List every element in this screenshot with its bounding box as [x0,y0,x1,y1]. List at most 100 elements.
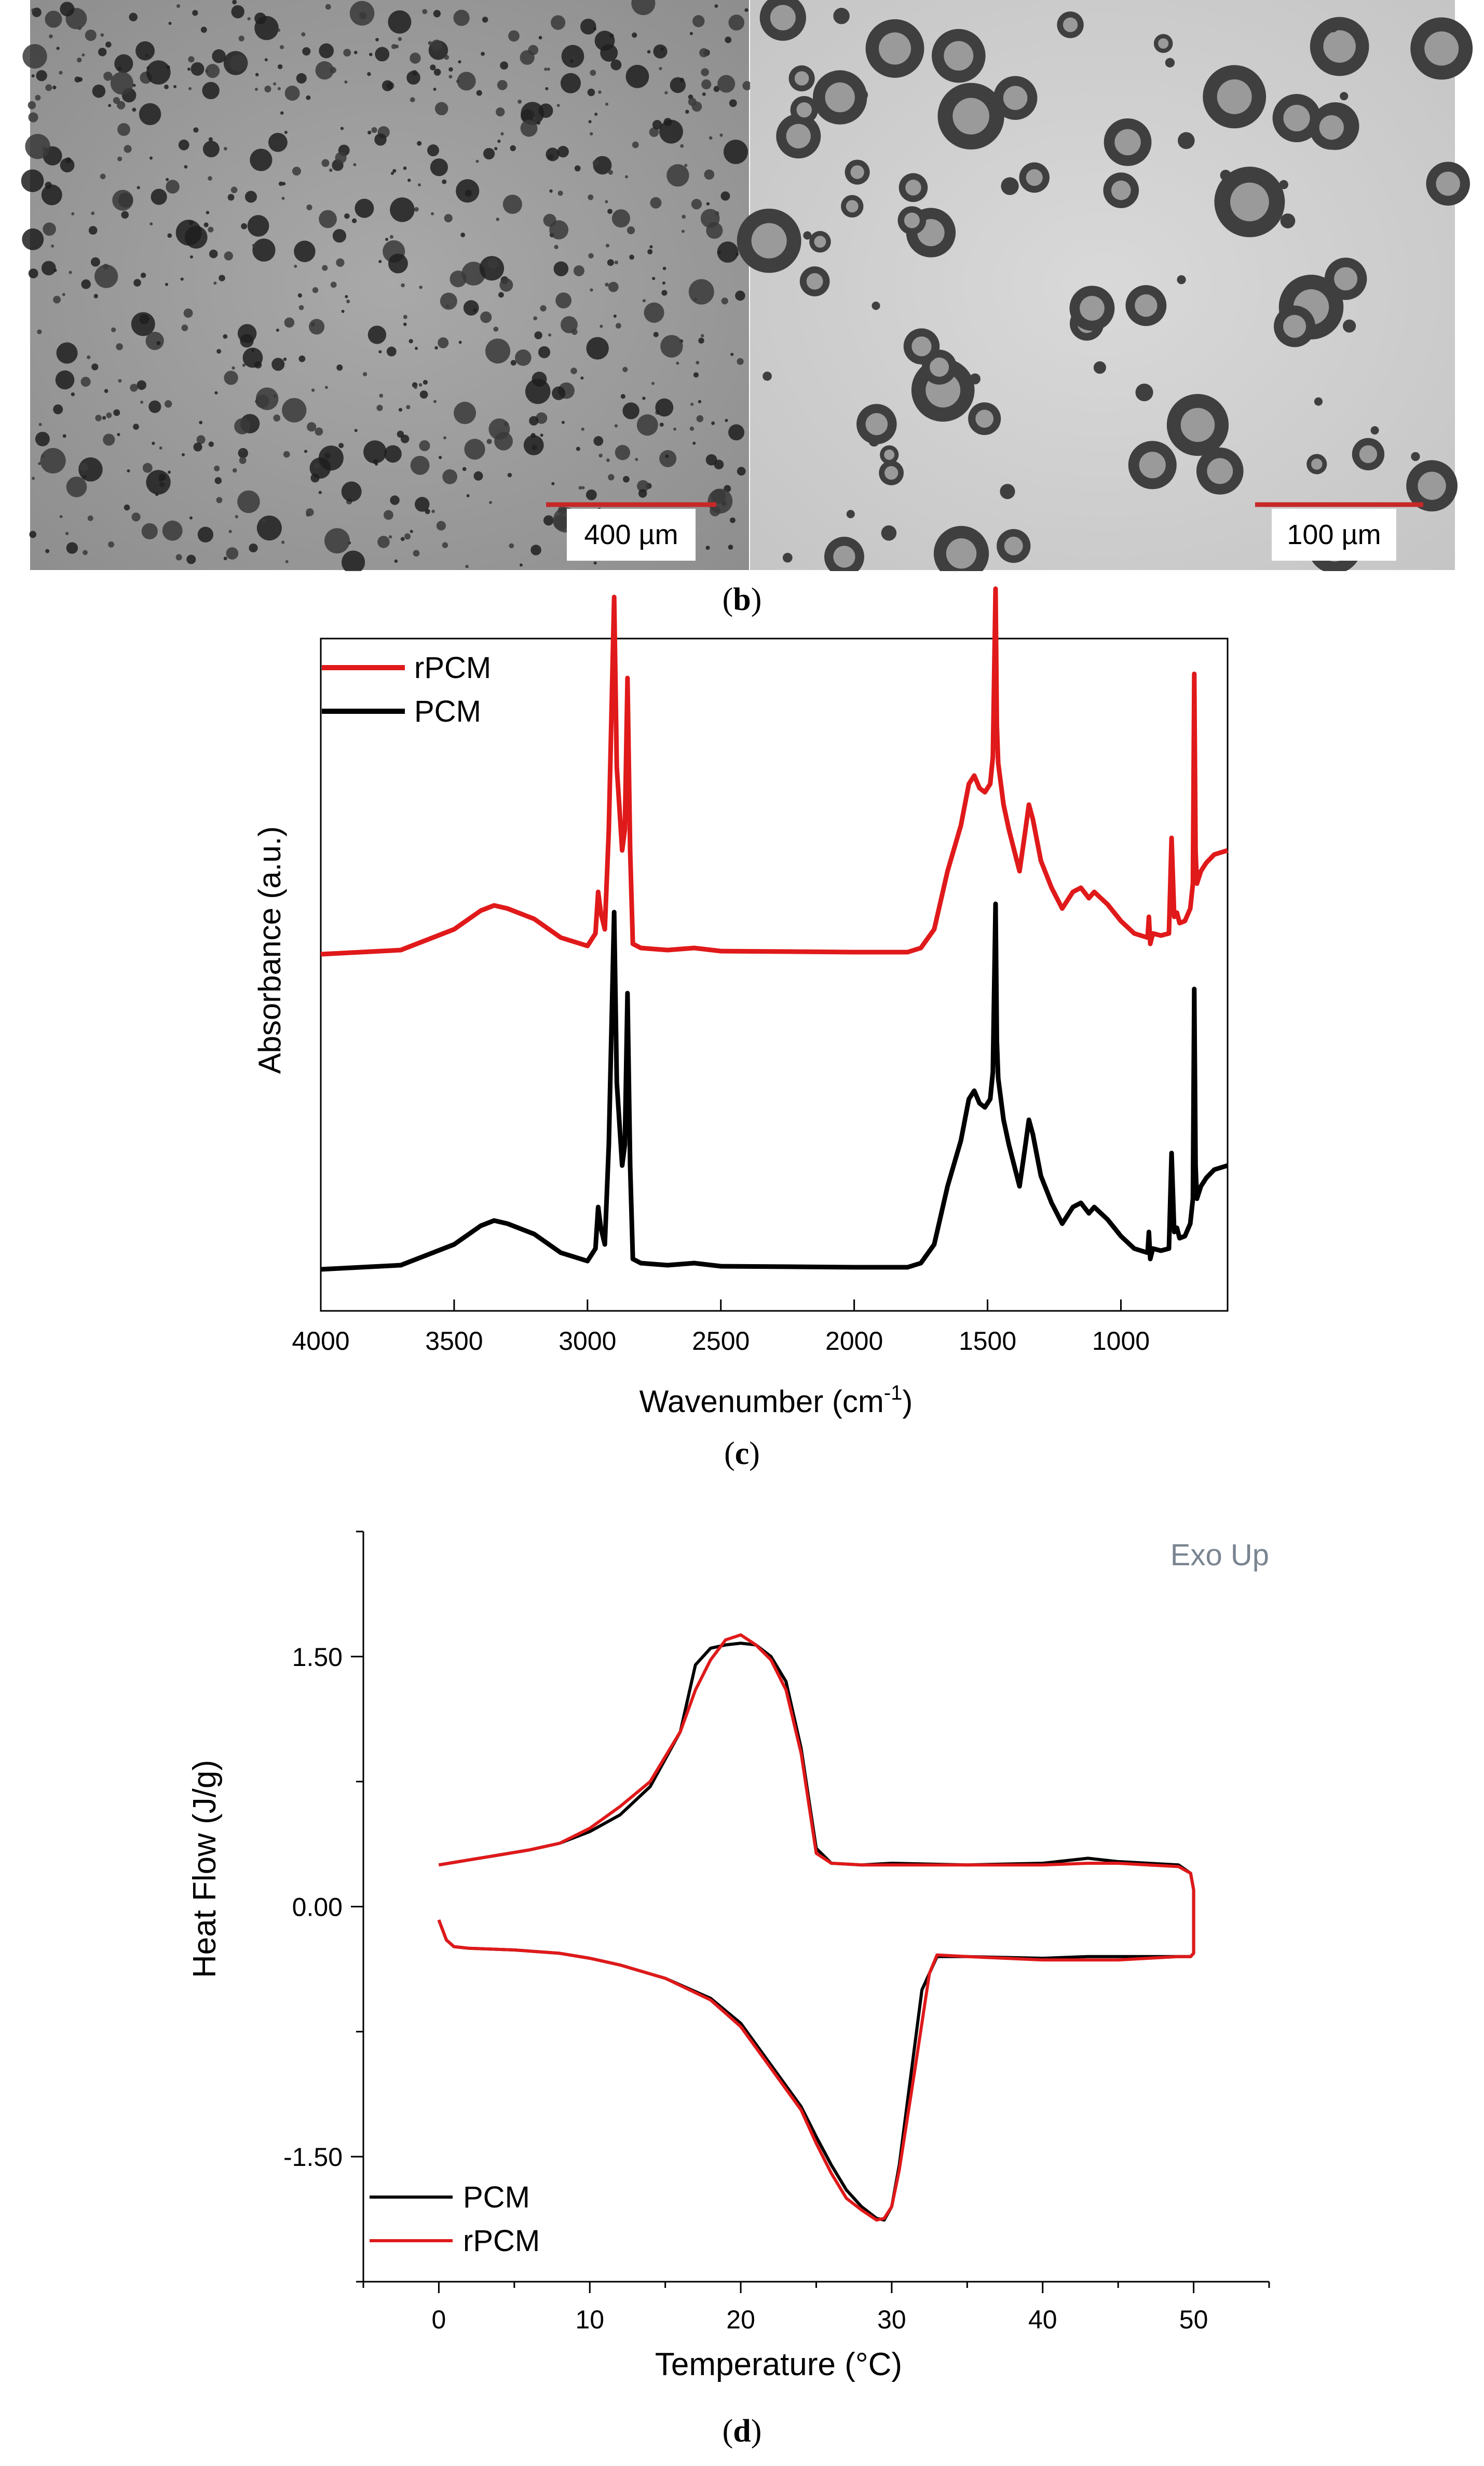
particle-dot [553,261,569,277]
particle-dot [661,290,668,296]
particle-capsule-core [1323,30,1356,63]
particle-dot [213,281,217,285]
particle-dot [377,536,390,548]
particle-dot [336,364,343,371]
particle-dot [614,424,618,428]
particle-capsule-core [1139,452,1166,479]
scale-bar-label-400: 400 µm [584,519,678,550]
particle-dot [457,72,476,91]
particle-dot [173,85,177,88]
particle-dot [427,144,439,157]
particle-dot [434,102,448,116]
particle-capsule [833,8,850,24]
particle-dot [111,327,116,332]
particle-dot [659,450,677,467]
particle-dot [146,66,150,70]
particle-dot [390,172,394,175]
particle-dot [298,355,306,362]
particle-capsule-core [1283,104,1310,132]
particle-dot [319,43,334,59]
particle-dot [488,500,492,504]
particle-dot [237,324,257,343]
particle-dot [725,36,732,44]
particle-dot [229,54,248,72]
particle-dot [552,386,566,400]
particle-dot [92,84,106,98]
particle-dot [615,444,631,460]
particle-dot [363,372,367,376]
particle-dot [434,346,438,350]
particle-dot [699,48,709,58]
particle-dot [45,84,52,91]
particle-dot [448,67,453,72]
particle-dot [307,422,317,432]
particle-dot [403,322,407,326]
particle-dot [721,297,728,305]
particle-dot [192,10,198,16]
particle-dot [196,435,206,444]
particle-dot [277,29,281,32]
particle-dot [444,55,450,60]
particle-dot [78,77,83,82]
particle-dot [706,222,723,239]
particle-dot [569,59,574,63]
particle-capsule-core [884,449,895,460]
particle-dot [653,44,668,59]
particle-dot [588,253,594,259]
particle-dot [318,445,344,471]
particle-dot [188,87,192,90]
particle-capsule [1001,177,1019,195]
particle-dot [345,295,348,299]
particle-dot [592,159,599,166]
particle-dot [214,477,222,484]
particle-dot [214,391,218,395]
particle-dot [108,104,112,107]
particle-dot [31,477,35,480]
particle-dot [607,259,614,266]
particle-capsule [846,510,855,519]
particle-dot [502,194,522,214]
particle-dot [55,370,75,390]
particle-capsule-core [975,410,994,428]
ftir-x-tick-label: 2500 [692,1326,750,1356]
particle-dot [83,475,86,479]
particle-dot [254,88,258,91]
particle-dot [622,367,628,372]
particle-dot [464,439,485,460]
particle-capsule-core [1334,267,1358,291]
particle-dot [600,44,618,62]
particle-dot [149,156,153,160]
particle-dot [419,440,430,452]
dsc-x-tick-label: 20 [726,2305,755,2334]
panel-label-d: (d) [722,2414,762,2449]
particle-dot [627,226,635,235]
particle-dot [496,107,505,117]
particle-dot [280,45,284,49]
particle-dot [100,33,104,37]
particle-dot [679,77,685,83]
particle-dot [53,295,61,304]
particle-dot [631,0,656,16]
particle-dot [728,424,745,441]
particle-dot [540,433,543,437]
particle-dot [250,148,273,171]
particle-dot [682,214,686,219]
particle-dot [330,281,337,288]
particle-dot [206,211,210,214]
particle-dot [701,79,712,90]
particle-dot [378,260,382,263]
particle-dot [422,9,428,15]
ftir-legend: rPCM PCM [322,651,491,728]
particle-dot [102,416,106,420]
particle-dot [415,347,418,350]
particle-dot [537,121,540,125]
particle-dot [304,450,308,453]
particle-dot [100,173,106,180]
particle-dot [45,10,62,28]
particle-dot [580,376,584,380]
particle-dot [280,111,284,115]
particle-dot [719,133,723,137]
particle-dot [581,427,584,431]
particle-dot [21,169,44,193]
particle-capsule [1000,484,1015,499]
